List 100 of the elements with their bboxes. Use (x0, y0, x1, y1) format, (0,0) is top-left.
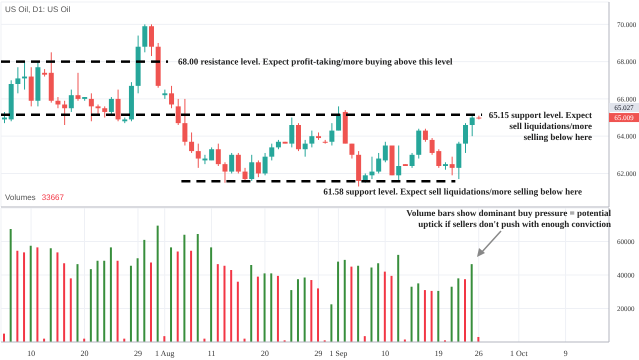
candlestick (396, 145, 402, 182)
chart-title: Volumes (5, 193, 36, 202)
bar (236, 282, 239, 342)
annotation: Volume bars show dominant buy pressure = potential uptick if sellers don't push with enough conviction (406, 208, 612, 229)
x-tick-label: 29 (314, 349, 322, 358)
bar (23, 252, 26, 342)
bar (350, 266, 352, 342)
candlestick (436, 148, 442, 168)
bar (183, 234, 186, 342)
candlestick (302, 139, 308, 158)
candlestick (236, 152, 241, 174)
candlestick (309, 130, 314, 148)
chart-title: US Oil, D1: US Oil (5, 5, 71, 14)
candlestick (22, 61, 28, 90)
bar (437, 290, 440, 342)
candlestick (349, 143, 354, 160)
x-tick-label: 1 Oct (510, 349, 528, 358)
bar (210, 247, 212, 342)
candlestick (269, 143, 274, 161)
candlestick (276, 139, 281, 150)
candlestick (262, 152, 268, 176)
candlestick (182, 98, 188, 146)
x-tick-label: 20 (80, 349, 89, 358)
bar (430, 290, 433, 342)
candlestick (216, 143, 221, 166)
bar (317, 288, 320, 342)
candlestick (329, 122, 334, 146)
candlestick (289, 117, 294, 148)
bar (143, 240, 146, 342)
bar (290, 290, 292, 342)
candlestick (242, 167, 248, 182)
x-tick-label: 20 (260, 349, 269, 358)
candlestick (422, 128, 428, 142)
bar (156, 226, 159, 342)
bar (296, 279, 299, 342)
candlestick (256, 160, 261, 178)
bar (410, 286, 413, 342)
bar (264, 273, 266, 342)
bar (477, 336, 480, 342)
candlestick (189, 132, 194, 154)
x-tick-label: 19 (434, 349, 443, 358)
bar (256, 276, 259, 342)
candlestick (222, 162, 228, 184)
bar (36, 247, 38, 342)
bar (76, 264, 78, 342)
bar (457, 278, 460, 342)
bar (216, 264, 219, 342)
x-tick-label: 10 (27, 349, 36, 358)
bar (424, 290, 426, 342)
bar (357, 266, 360, 342)
bar (250, 264, 252, 342)
bar (70, 278, 72, 342)
bar (390, 276, 393, 342)
bar (30, 246, 32, 342)
bar (470, 264, 473, 342)
candlestick (15, 66, 20, 94)
candlestick (55, 96, 60, 109)
bar (3, 334, 5, 342)
x-tick-label: 1 Aug (155, 349, 174, 358)
bar (150, 262, 152, 342)
candlestick (88, 92, 94, 122)
ref-line-label: 61.58 support level. Expect sell liquidations/more selling below here (323, 186, 582, 196)
bar (364, 336, 366, 342)
candlestick (470, 113, 475, 137)
bar (417, 283, 420, 342)
bar (377, 263, 380, 342)
bar (464, 279, 466, 342)
ref-line-label: 65.15 support level. Expect sell liquidations/more selling below here (488, 110, 592, 142)
bar (96, 260, 99, 342)
bar (397, 254, 400, 342)
candlestick (75, 72, 80, 102)
bar (50, 248, 52, 342)
candlestick (196, 143, 201, 168)
candlestick (108, 96, 114, 116)
candlestick (229, 152, 234, 174)
bar (344, 260, 346, 342)
candlestick (382, 141, 388, 163)
candlestick (450, 156, 455, 176)
bar (170, 247, 172, 342)
bar (163, 336, 166, 342)
x-tick-label: 11 (208, 349, 216, 358)
candlestick (62, 100, 68, 126)
x-tick-label: 9 (564, 349, 568, 358)
candlestick (68, 89, 74, 112)
bar (370, 267, 372, 342)
bar (304, 278, 306, 342)
bar (10, 228, 12, 342)
candlestick (463, 122, 468, 154)
bar (90, 269, 92, 342)
candlestick (369, 156, 374, 180)
chart-subtitle: 33667 (42, 193, 64, 202)
bar (384, 272, 386, 342)
candlestick (376, 152, 382, 174)
bar (136, 258, 139, 342)
candlestick (430, 138, 435, 156)
candlestick (249, 154, 254, 182)
bar (16, 250, 18, 342)
candlestick (102, 106, 108, 118)
bar (450, 286, 453, 342)
ref-line-label: 68.00 resistance level. Expect profit-taking/more buying above this level (178, 56, 453, 67)
